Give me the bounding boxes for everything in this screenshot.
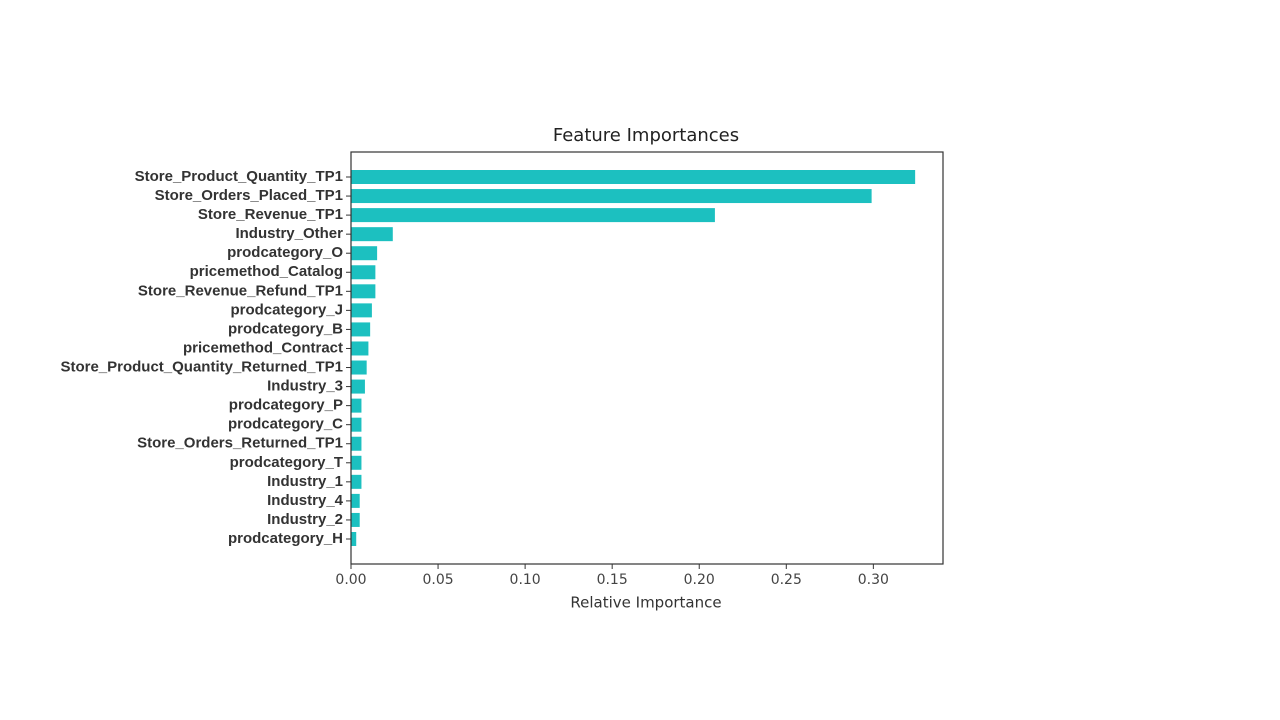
x-tick-label: 0.25 [771, 572, 802, 588]
y-tick-label: Store_Revenue_Refund_TP1 [138, 282, 343, 299]
x-tick-label: 0.20 [684, 572, 715, 588]
bar [351, 512, 360, 527]
y-tick-label: Store_Revenue_TP1 [198, 206, 343, 223]
y-tick-label: prodcategory_B [228, 320, 343, 337]
bar [351, 303, 372, 318]
x-tick-label: 0.30 [858, 572, 889, 588]
y-tick-label: Store_Product_Quantity_Returned_TP1 [60, 358, 343, 375]
bar [351, 208, 715, 223]
x-tick-label: 0.10 [510, 572, 541, 588]
y-tick-label: Store_Product_Quantity_TP1 [135, 168, 343, 185]
y-tick-label: prodcategory_H [228, 530, 343, 547]
y-tick-label: Industry_1 [267, 473, 343, 490]
bar [351, 398, 362, 413]
bar [351, 436, 362, 451]
y-tick-label: pricemethod_Catalog [190, 263, 343, 280]
x-axis-label: Relative Importance [570, 594, 721, 612]
bar [351, 455, 362, 470]
bar [351, 341, 369, 356]
bar [351, 360, 367, 375]
y-tick-label: Store_Orders_Returned_TP1 [137, 435, 343, 452]
y-tick-label: Industry_Other [235, 225, 343, 242]
y-tick-label: prodcategory_P [229, 397, 343, 414]
y-tick-label: Industry_2 [267, 511, 343, 528]
x-tick-label: 0.05 [422, 572, 453, 588]
plot-frame [350, 151, 944, 565]
y-tick-label: Industry_4 [267, 492, 344, 509]
x-tick-label: 0.15 [597, 572, 628, 588]
bar [351, 265, 376, 280]
bar [351, 227, 393, 242]
bar [351, 474, 362, 489]
bar [351, 284, 376, 299]
bar [351, 189, 872, 204]
chart-title: Feature Importances [553, 125, 739, 146]
y-tick-label: prodcategory_J [230, 301, 343, 318]
y-tick-label: pricemethod_Contract [183, 339, 343, 356]
bar [351, 417, 362, 432]
y-tick-label: Industry_3 [267, 378, 343, 395]
y-tick-label: prodcategory_O [227, 244, 343, 261]
bar [351, 379, 365, 394]
bar [351, 532, 357, 546]
bar [351, 493, 360, 508]
bar [351, 170, 916, 184]
x-tick-label: 0.00 [335, 572, 366, 588]
bar [351, 322, 371, 337]
y-tick-label: prodcategory_C [228, 416, 343, 433]
y-tick-label: Store_Orders_Placed_TP1 [155, 187, 343, 204]
bar [351, 246, 378, 261]
y-tick-label: prodcategory_T [230, 454, 343, 471]
